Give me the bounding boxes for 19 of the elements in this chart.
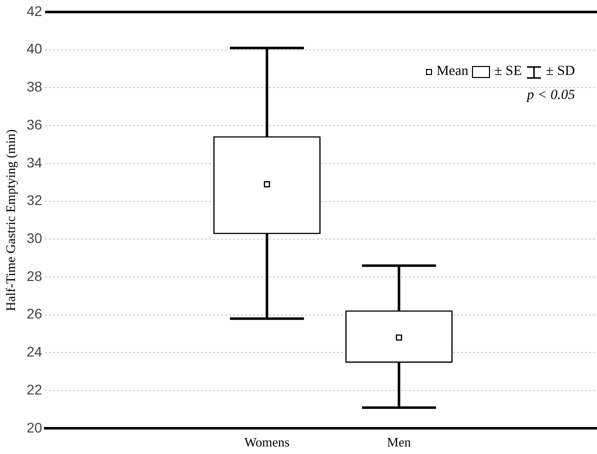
annotation: p < 0.05: [527, 88, 575, 104]
y-tick-label: 38: [26, 78, 42, 95]
y-tick-label: 20: [26, 419, 42, 436]
y-axis-title: Half-Time Gastric Emptying (min): [3, 129, 18, 312]
y-tick-label: 34: [26, 154, 42, 170]
y-tick-label: 22: [26, 381, 42, 398]
y-tick-label: 42: [26, 2, 42, 19]
y-tick-label: 40: [26, 40, 42, 57]
x-tick-label: Womens: [244, 434, 290, 450]
y-tick-label: 32: [26, 192, 42, 208]
y-tick-label: 36: [26, 116, 42, 132]
annotation: ± SD: [546, 64, 575, 80]
y-tick-label: 24: [26, 344, 42, 360]
y-tick-label: 30: [26, 230, 42, 246]
y-tick-label: 26: [26, 306, 42, 322]
x-tick-label: Men: [387, 434, 412, 450]
annotation: Mean: [436, 64, 468, 80]
y-tick-label: 28: [26, 268, 42, 284]
annotation: ± SE: [494, 64, 522, 80]
